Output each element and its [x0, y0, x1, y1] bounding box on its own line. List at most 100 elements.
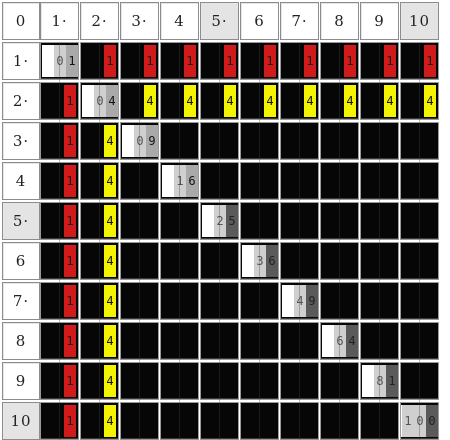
board-cell[interactable]: 4 [80, 322, 119, 360]
board-cell[interactable]: 1 [40, 122, 79, 160]
board-cell[interactable] [200, 122, 239, 160]
board-cell[interactable] [360, 242, 399, 280]
board-cell[interactable] [200, 162, 239, 200]
board-cell[interactable] [320, 202, 359, 240]
board-cell[interactable] [400, 242, 439, 280]
board-cell[interactable]: 1 [40, 282, 79, 320]
row-header-8[interactable]: 8 [2, 322, 40, 360]
board-cell[interactable]: 1 [40, 322, 79, 360]
board-cell[interactable] [360, 202, 399, 240]
board-cell[interactable]: 1 [320, 42, 359, 80]
board-cell[interactable]: 4 [240, 82, 279, 120]
board-cell[interactable] [280, 242, 319, 280]
board-cell[interactable]: 1 [80, 42, 119, 80]
board-cell[interactable] [400, 122, 439, 160]
board-cell[interactable] [320, 282, 359, 320]
board-cell[interactable] [320, 362, 359, 400]
row-header-7[interactable]: 7· [2, 282, 40, 320]
board-cell[interactable] [360, 282, 399, 320]
board-cell[interactable] [240, 122, 279, 160]
board-cell[interactable] [120, 362, 159, 400]
board-cell[interactable]: 4 [360, 82, 399, 120]
board-cell[interactable] [240, 362, 279, 400]
board-cell[interactable] [120, 242, 159, 280]
board-cell[interactable]: 1 [200, 42, 239, 80]
board-cell[interactable] [160, 242, 199, 280]
row-header-6[interactable]: 6 [2, 242, 40, 280]
board-cell[interactable]: 1 [40, 362, 79, 400]
board-cell[interactable]: 1 [40, 242, 79, 280]
board-cell[interactable] [400, 282, 439, 320]
row-header-4[interactable]: 4 [2, 162, 40, 200]
board-cell[interactable]: 1 [40, 82, 79, 120]
board-cell[interactable] [160, 362, 199, 400]
column-header-5[interactable]: 5· [200, 2, 239, 40]
board-cell[interactable]: 1 [280, 42, 319, 80]
column-header-6[interactable]: 6 [240, 2, 279, 40]
row-header-5[interactable]: 5· [2, 202, 40, 240]
board-cell[interactable] [200, 282, 239, 320]
board-cell[interactable]: 4 [400, 82, 439, 120]
board-cell[interactable]: 1 [40, 162, 79, 200]
board-cell[interactable]: 4 [200, 82, 239, 120]
board-cell[interactable] [400, 362, 439, 400]
column-header-4[interactable]: 4 [160, 2, 199, 40]
board-cell[interactable] [240, 322, 279, 360]
board-cell[interactable] [240, 202, 279, 240]
column-header-8[interactable]: 8 [320, 2, 359, 40]
board-cell[interactable]: 4 [280, 82, 319, 120]
board-cell[interactable]: 4 [80, 282, 119, 320]
board-cell[interactable]: 4 [120, 82, 159, 120]
board-cell[interactable]: 4 [80, 242, 119, 280]
row-header-10[interactable]: 10 [2, 402, 40, 440]
board-cell[interactable] [160, 202, 199, 240]
board-cell[interactable] [280, 202, 319, 240]
board-cell[interactable] [120, 322, 159, 360]
board-cell[interactable] [200, 362, 239, 400]
board-cell[interactable] [360, 122, 399, 160]
row-header-3[interactable]: 3· [2, 122, 40, 160]
board-cell[interactable] [320, 162, 359, 200]
column-header-7[interactable]: 7· [280, 2, 319, 40]
board-cell[interactable]: 4 [80, 362, 119, 400]
board-cell[interactable]: 4 [80, 202, 119, 240]
board-cell[interactable] [240, 162, 279, 200]
board-cell[interactable] [400, 202, 439, 240]
board-cell[interactable] [400, 162, 439, 200]
column-header-3[interactable]: 3· [120, 2, 159, 40]
board-cell[interactable] [360, 162, 399, 200]
board-cell[interactable]: 1 [160, 42, 199, 80]
board-cell[interactable]: 1 [40, 202, 79, 240]
column-header-1[interactable]: 1· [40, 2, 79, 40]
board-cell[interactable] [280, 322, 319, 360]
board-cell[interactable] [240, 282, 279, 320]
row-header-9[interactable]: 9 [2, 362, 40, 400]
board-cell[interactable] [360, 322, 399, 360]
column-header-9[interactable]: 9 [360, 2, 399, 40]
board-cell[interactable] [320, 242, 359, 280]
board-cell[interactable]: 4 [80, 162, 119, 200]
board-cell[interactable] [160, 322, 199, 360]
board-cell[interactable] [400, 322, 439, 360]
board-cell[interactable] [120, 282, 159, 320]
board-cell[interactable] [280, 162, 319, 200]
board-cell[interactable] [200, 322, 239, 360]
board-cell[interactable] [280, 362, 319, 400]
board-cell[interactable] [200, 242, 239, 280]
board-cell[interactable] [120, 202, 159, 240]
board-cell[interactable]: 1 [360, 42, 399, 80]
board-cell[interactable]: 4 [320, 82, 359, 120]
column-header-2[interactable]: 2· [80, 2, 119, 40]
board-cell[interactable]: 4 [160, 82, 199, 120]
board-cell[interactable]: 1 [120, 42, 159, 80]
board-cell[interactable] [160, 122, 199, 160]
board-cell[interactable] [320, 122, 359, 160]
board-cell[interactable] [120, 162, 159, 200]
